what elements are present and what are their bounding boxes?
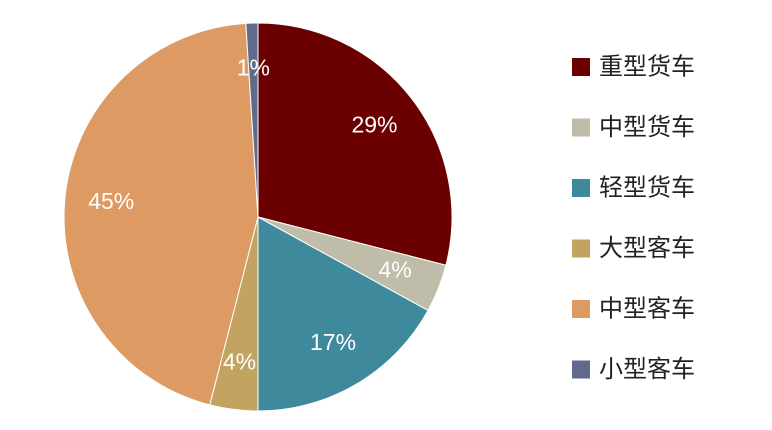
data-label: 17% [310,329,356,355]
pie-slice [257,216,429,412]
legend-swatch [572,239,590,258]
data-label: 1% [237,55,270,81]
legend-label: 大型客车 [599,235,695,262]
pie-slice [245,22,259,218]
legend-swatch [572,118,590,137]
data-label: 45% [88,188,134,214]
data-label: 4% [223,348,256,374]
legend-swatch [572,58,590,76]
data-label: 29% [351,112,397,138]
data-label: 4% [378,256,411,282]
legend-swatch [572,360,590,379]
legend-label: 中型客车 [599,295,695,322]
pie-slice [257,22,453,266]
legend-swatch [572,179,590,197]
pie-slice [63,22,259,406]
legend-label: 小型客车 [599,356,695,383]
legend-label: 轻型货车 [599,174,695,201]
legend-label: 重型货车 [599,53,695,80]
legend-label: 中型货车 [599,114,695,141]
legend-swatch [572,300,590,318]
